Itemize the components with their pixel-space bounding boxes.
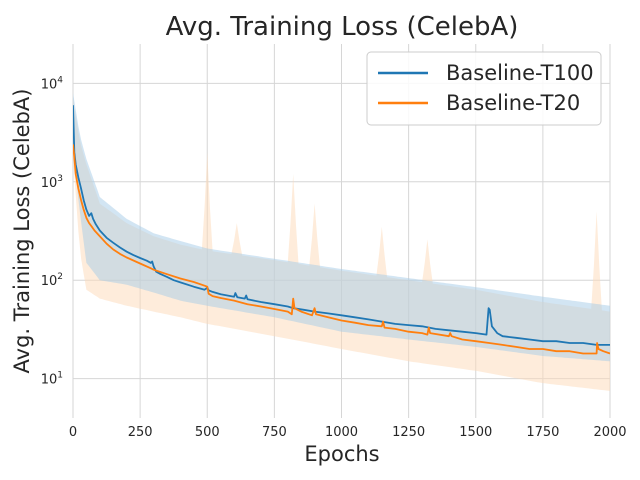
y-tick-label: 104 [41, 75, 64, 92]
legend-label-t20: Baseline-T20 [446, 91, 580, 115]
x-tick-label: 1250 [392, 425, 425, 440]
chart-title: Avg. Training Loss (CelebA) [166, 12, 519, 42]
series-lines [73, 105, 610, 355]
y-axis-label: Avg. Training Loss (CelebA) [10, 89, 34, 374]
x-tick-label: 1750 [526, 425, 559, 440]
x-tick-label: 250 [128, 425, 153, 440]
y-axis: 101 102 103 104 [41, 75, 64, 387]
confidence-bands [73, 92, 610, 391]
legend: Baseline-T100 Baseline-T20 [366, 51, 602, 126]
x-axis-label: Epochs [304, 442, 379, 466]
band-baseline-t100 [73, 92, 610, 362]
x-tick-label: 1000 [325, 425, 358, 440]
y-tick-label: 102 [41, 272, 63, 289]
x-tick-label: 500 [195, 425, 220, 440]
line-baseline-t100 [73, 105, 610, 346]
legend-label-t100: Baseline-T100 [446, 61, 594, 85]
line-baseline-t20 [73, 144, 610, 355]
y-tick-label: 103 [41, 174, 63, 191]
x-tick-label: 1500 [459, 425, 492, 440]
x-tick-label: 750 [262, 425, 287, 440]
x-axis: 0 250 500 750 1000 1250 1500 1750 2000 [69, 425, 627, 440]
x-tick-label: 2000 [593, 425, 626, 440]
y-tick-label: 101 [41, 371, 63, 388]
legend-box [366, 51, 602, 126]
x-tick-label: 0 [69, 425, 77, 440]
